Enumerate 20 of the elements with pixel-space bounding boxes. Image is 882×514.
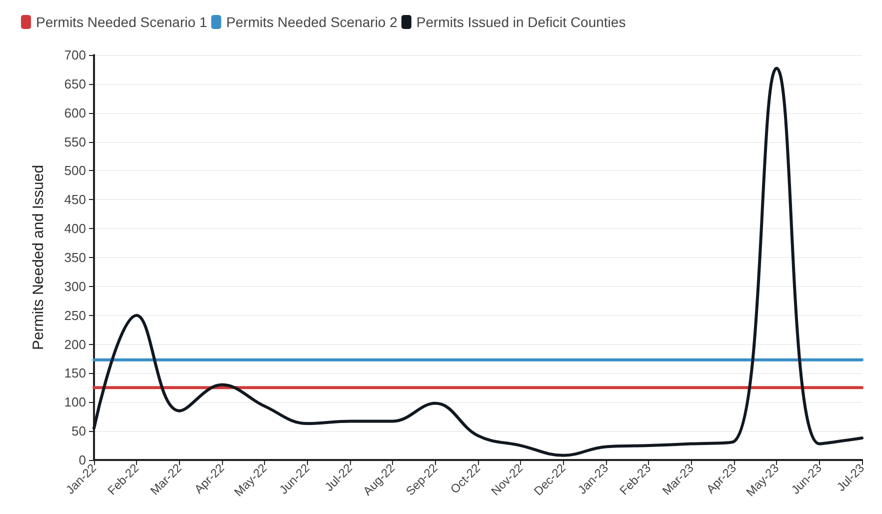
y-tick-label: 400 <box>64 221 86 236</box>
y-tick-label: 450 <box>64 192 86 208</box>
legend-label: Permits Issued in Deficit Counties <box>416 14 626 30</box>
y-tick-label: 300 <box>64 278 86 294</box>
y-tick-label: 200 <box>64 336 86 352</box>
legend-label: Permits Needed Scenario 1 <box>36 14 208 30</box>
y-axis-title: Permits Needed and Issued <box>30 164 47 350</box>
y-tick-label: 150 <box>64 366 86 381</box>
y-tick-label: 0 <box>78 452 86 468</box>
y-tick-label: 250 <box>64 308 86 323</box>
y-tick-label: 700 <box>64 48 86 62</box>
y-tick-label: 500 <box>64 163 86 178</box>
y-tick-label: 650 <box>64 76 86 92</box>
y-tick-label: 550 <box>64 134 86 150</box>
y-tick-label: 100 <box>64 394 86 410</box>
y-tick-label: 350 <box>64 250 86 265</box>
legend-label: Permits Needed Scenario 2 <box>226 14 398 30</box>
y-tick-label: 600 <box>64 105 86 120</box>
line-series <box>92 66 864 457</box>
y-tick-label: 50 <box>72 424 86 439</box>
